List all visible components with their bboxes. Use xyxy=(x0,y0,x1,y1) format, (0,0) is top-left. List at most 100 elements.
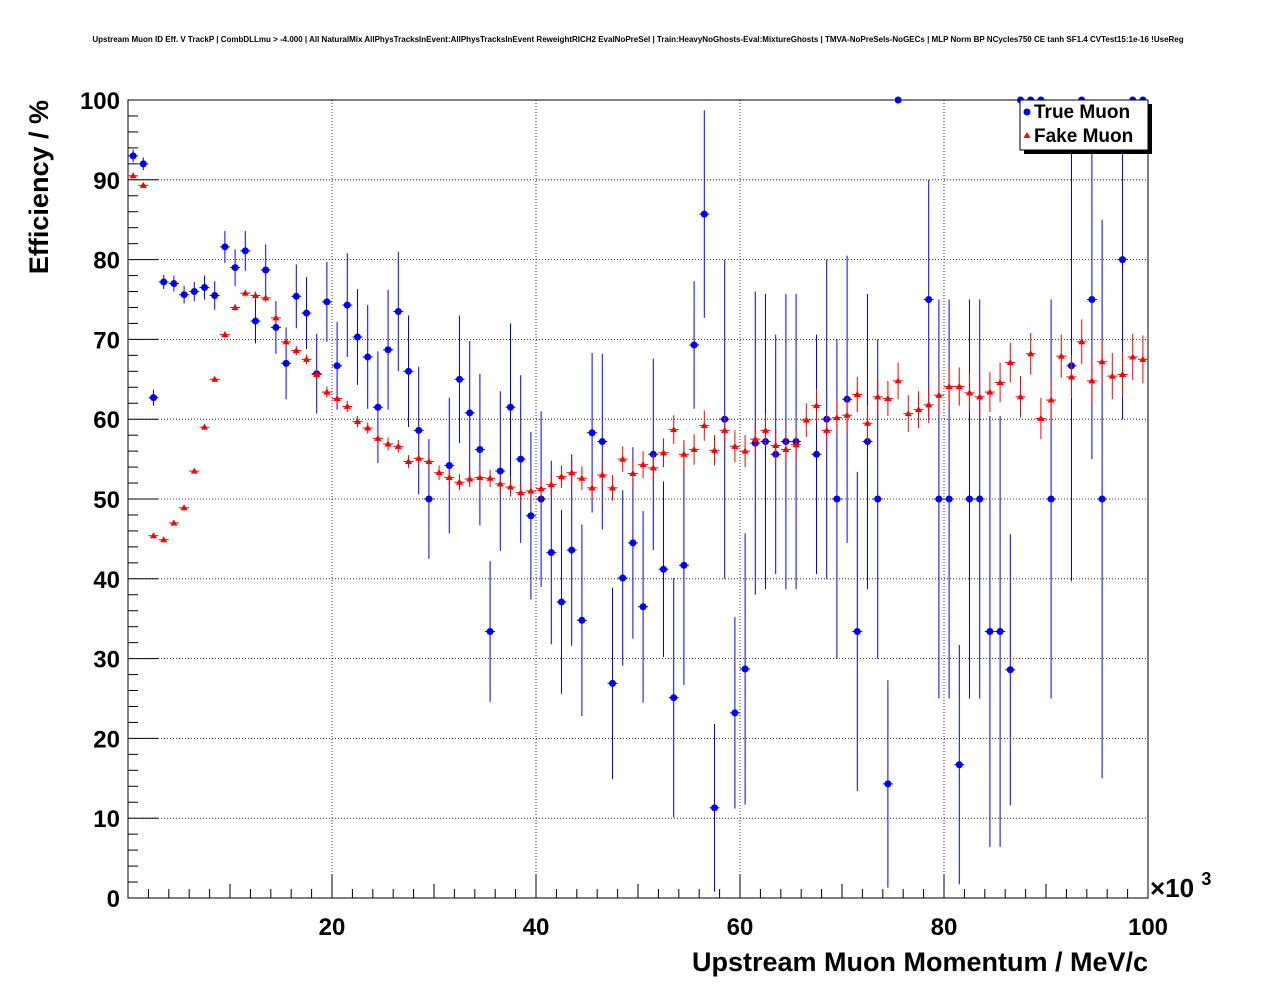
data-point xyxy=(741,665,749,673)
data-point xyxy=(537,485,545,492)
data-point xyxy=(527,512,535,520)
data-point xyxy=(935,495,943,503)
data-point xyxy=(211,375,219,382)
legend-true-muon-label: True Muon xyxy=(1034,102,1130,123)
data-point xyxy=(925,296,933,303)
data-point xyxy=(966,389,973,396)
x-tick-label: 80 xyxy=(931,914,958,941)
data-point xyxy=(292,347,300,354)
data-point xyxy=(660,565,667,573)
data-point xyxy=(394,307,402,315)
data-point xyxy=(354,333,361,341)
data-point xyxy=(160,536,168,543)
data-point xyxy=(925,401,933,408)
data-point xyxy=(619,455,627,462)
data-point xyxy=(517,455,525,463)
y-tick-label: 40 xyxy=(93,567,120,594)
data-point xyxy=(354,418,361,425)
data-point xyxy=(731,709,739,717)
data-point xyxy=(609,679,616,687)
data-point xyxy=(456,478,463,485)
data-point xyxy=(558,473,565,480)
axis-ticks xyxy=(127,99,1149,899)
legend-true-muon-marker xyxy=(1023,108,1031,116)
x-axis-exponent-base: ×10 xyxy=(1150,873,1194,903)
data-point xyxy=(547,481,555,488)
data-point xyxy=(170,280,178,288)
data-point xyxy=(598,471,606,478)
data-point xyxy=(384,440,392,447)
data-point xyxy=(180,504,188,511)
data-point xyxy=(864,419,871,426)
data-point xyxy=(629,539,637,547)
data-point xyxy=(486,474,494,481)
data-point xyxy=(486,627,494,635)
data-point xyxy=(394,442,402,449)
data-point xyxy=(445,473,453,480)
data-point xyxy=(190,288,198,296)
x-axis-exponent: ×10 3 xyxy=(1150,869,1211,903)
data-point xyxy=(333,394,341,401)
data-point xyxy=(374,434,382,441)
data-point xyxy=(874,393,882,400)
x-tick-label: 100 xyxy=(1128,914,1168,941)
data-point xyxy=(292,292,300,300)
data-point xyxy=(660,449,667,456)
y-tick-label: 60 xyxy=(93,407,120,434)
data-point xyxy=(823,426,831,433)
data-point xyxy=(813,402,820,409)
data-point xyxy=(976,495,984,503)
series-fake-muon xyxy=(128,172,1148,543)
data-point xyxy=(1119,256,1126,264)
data-point xyxy=(976,393,984,400)
data-point xyxy=(1119,371,1126,378)
x-tick-label: 40 xyxy=(523,914,550,941)
data-point xyxy=(180,291,188,299)
y-tick-label: 90 xyxy=(93,168,120,195)
data-point xyxy=(782,446,790,453)
data-point xyxy=(741,447,749,454)
data-point xyxy=(425,495,433,503)
data-point xyxy=(221,331,229,338)
data-point xyxy=(721,426,729,433)
data-point xyxy=(1027,350,1035,357)
data-point xyxy=(496,467,504,475)
x-tick-label: 60 xyxy=(727,914,754,941)
y-tick-label: 0 xyxy=(107,886,120,913)
data-point xyxy=(1006,359,1014,366)
data-point xyxy=(282,359,290,367)
data-point xyxy=(935,391,943,398)
data-point xyxy=(272,323,280,331)
legend: True Muon Fake Muon xyxy=(1019,99,1152,154)
data-point xyxy=(1068,373,1075,380)
data-point xyxy=(211,292,219,300)
data-point xyxy=(241,289,249,296)
data-point xyxy=(568,546,576,554)
data-point xyxy=(1108,372,1116,379)
data-point xyxy=(598,438,606,446)
data-point xyxy=(1017,393,1024,400)
y-tick-label: 20 xyxy=(93,726,120,753)
data-point xyxy=(711,804,718,812)
data-point xyxy=(1047,396,1055,403)
data-point xyxy=(445,461,453,469)
data-point xyxy=(303,355,310,362)
data-point xyxy=(139,160,147,168)
data-point xyxy=(129,152,137,160)
data-point xyxy=(405,457,412,464)
data-point xyxy=(966,495,973,503)
data-point xyxy=(568,469,576,476)
y-tick-label: 30 xyxy=(93,647,120,674)
data-point xyxy=(670,426,678,433)
data-point xyxy=(1098,495,1106,503)
legend-fake-muon-marker xyxy=(1023,132,1031,138)
data-point xyxy=(792,441,800,448)
data-point xyxy=(731,442,739,449)
data-point xyxy=(904,410,912,417)
data-point xyxy=(476,473,484,480)
data-point xyxy=(323,298,331,306)
data-point xyxy=(690,446,698,453)
data-point xyxy=(129,172,137,179)
data-point xyxy=(588,484,596,491)
